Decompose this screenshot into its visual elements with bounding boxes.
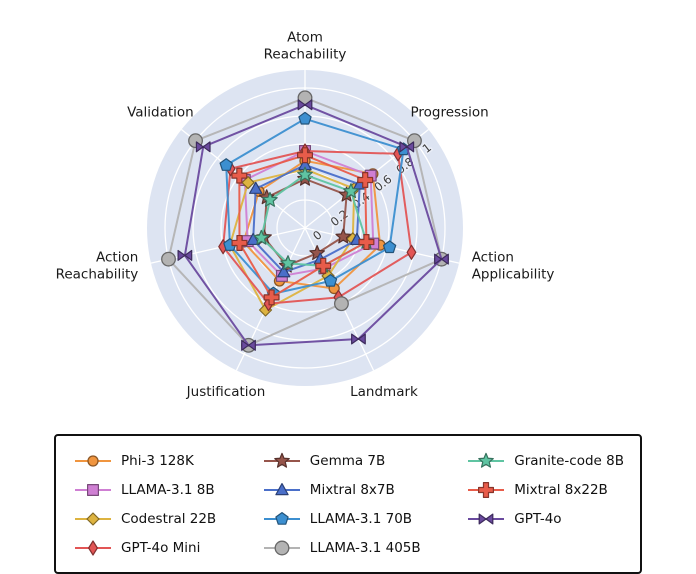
legend-label: Mixtral 8x7B — [309, 481, 395, 498]
gpt-4o-mini-marker-icon — [75, 539, 111, 556]
legend-item-gemma-7b: Gemma 7B — [261, 446, 421, 475]
gpt-4o-mini-marker-glyph-icon — [88, 539, 98, 556]
series-llama-3-1-70b — [219, 111, 411, 300]
axis-label-action-reachability: Reachability — [56, 267, 139, 283]
legend-item-granite-code-8b: Granite-code 8B — [465, 446, 624, 475]
granite-code-8b-marker-icon — [343, 183, 359, 199]
legend-label: Gemma 7B — [309, 452, 386, 469]
legend-column: Granite-code 8B Mixtral 8x22B GPT-4o — [465, 446, 624, 562]
legend-item-llama-3-1-8b: LLAMA-3.1 8B — [72, 475, 216, 504]
llama-3-1-70b-marker-icon — [263, 511, 300, 525]
gpt-4o-marker-icon — [195, 141, 211, 153]
axis-label-action-reachability: Action — [96, 250, 138, 266]
legend-item-gpt-4o-mini: GPT-4o Mini — [72, 533, 216, 562]
llama-3-1-405b-marker-icon — [333, 296, 349, 312]
granite-code-8b-marker-icon — [297, 166, 313, 182]
llama-3-1-405b-marker-icon — [161, 251, 176, 267]
gpt-4o-marker-icon — [468, 513, 505, 524]
gpt-4o-mini-marker-icon — [406, 244, 417, 260]
axis-label-atom-reachability: Reachability — [264, 47, 347, 63]
gpt-4o-marker-icon — [177, 249, 193, 261]
legend-label: Phi-3 128K — [121, 452, 194, 469]
llama-3-1-70b-marker-icon — [382, 240, 397, 254]
legend-label: GPT-4o — [514, 510, 562, 527]
granite-code-8b-marker-glyph-icon — [478, 452, 495, 468]
codestral-22b-marker-icon — [75, 511, 111, 526]
legend-item-llama-3-1-405b: LLAMA-3.1 405B — [261, 533, 421, 562]
legend-item-llama-3-1-70b: LLAMA-3.1 70B — [261, 504, 421, 533]
llama-3-1-8b-marker-glyph-icon — [87, 483, 99, 496]
radar-chart-area: 0 0.2 0.4 0.6 0.8 1 Atom Reachability Progressio… — [56, 30, 555, 401]
gemma-7b-marker-icon — [263, 452, 300, 468]
legend: Phi-3 128K LLAMA-3.1 8B Codestral 22B GPT-4… — [54, 434, 642, 574]
llama-3-1-405b-marker-glyph-icon — [274, 540, 290, 555]
radar-chart: 00.20.40.60.81AtomReachabilityProgressio… — [56, 30, 555, 401]
llama-3-1-8b-marker-icon — [75, 483, 111, 496]
series-llama-3-1-405b — [161, 90, 449, 353]
axis-label-action-applicability: Action — [472, 250, 514, 266]
legend-label: LLAMA-3.1 405B — [309, 539, 421, 556]
axis-labels: AtomReachabilityProgressionActionApplica… — [56, 30, 555, 401]
legend-column: Phi-3 128K LLAMA-3.1 8B Codestral 22B GPT-4… — [72, 446, 216, 562]
axis-label-landmark: Landmark — [350, 384, 418, 400]
mixtral-8x22b-marker-glyph-icon — [478, 481, 495, 498]
mixtral-8x7b-marker-icon — [263, 482, 300, 495]
codestral-22b-marker-glyph-icon — [86, 511, 100, 526]
legend-item-gpt-4o: GPT-4o — [465, 504, 624, 533]
legend-label: Granite-code 8B — [514, 452, 624, 469]
legend-label: GPT-4o Mini — [121, 539, 201, 556]
legend-column: Gemma 7B Mixtral 8x7B LLAMA-3.1 70B LLAMA-3… — [261, 446, 421, 562]
mixtral-8x22b-marker-icon — [468, 481, 505, 498]
gemma-7b-marker-glyph-icon — [273, 452, 290, 468]
legend-label: Mixtral 8x22B — [514, 481, 608, 498]
legend-item-mixtral-8x22b: Mixtral 8x22B — [465, 475, 624, 504]
legend-item-phi-3-128k: Phi-3 128K — [72, 446, 216, 475]
phi-3-128k-marker-glyph-icon — [87, 454, 99, 467]
granite-code-8b-marker-icon — [468, 452, 505, 468]
axis-label-justification: Justification — [186, 384, 266, 400]
mixtral-8x22b-marker-icon — [357, 171, 374, 188]
llama-3-1-405b-marker-icon — [263, 540, 300, 555]
gemma-7b-marker-icon — [335, 228, 352, 244]
gpt-4o-marker-glyph-icon — [478, 513, 494, 524]
legend-item-mixtral-8x7b: Mixtral 8x7B — [261, 475, 421, 504]
mixtral-8x22b-marker-icon — [231, 167, 248, 184]
phi-3-128k-marker-icon — [75, 454, 111, 467]
series-gpt-4o — [177, 99, 449, 351]
gpt-4o-marker-icon — [351, 333, 366, 345]
gpt-4o-marker-icon — [241, 339, 256, 351]
axis-label-validation: Validation — [127, 105, 194, 121]
llama-3-1-70b-marker-icon — [219, 158, 233, 171]
mixtral-8x22b-marker-icon — [358, 234, 375, 251]
mixtral-8x22b-marker-icon — [315, 257, 332, 274]
mixtral-8x7b-marker-icon — [246, 232, 260, 246]
axis-label-atom-reachability: Atom — [287, 30, 323, 46]
legend-label: LLAMA-3.1 70B — [309, 510, 413, 527]
llama-3-1-70b-marker-icon — [323, 273, 338, 287]
mixtral-8x22b-marker-icon — [297, 147, 313, 164]
codestral-22b-marker-icon — [241, 176, 255, 190]
granite-code-8b-marker-icon — [253, 229, 270, 245]
mixtral-8x22b-marker-icon — [263, 289, 280, 306]
gpt-4o-marker-icon — [399, 141, 415, 153]
gpt-4o-marker-icon — [297, 99, 313, 111]
mixtral-8x7b-marker-icon — [249, 181, 263, 194]
axis-label-action-applicability: Applicability — [472, 267, 555, 283]
series-mixtral-8x22b — [231, 147, 375, 306]
llama-3-1-70b-marker-glyph-icon — [275, 511, 289, 525]
granite-code-8b-marker-icon — [262, 191, 278, 207]
legend-item-codestral-22b: Codestral 22B — [72, 504, 216, 533]
legend-label: LLAMA-3.1 8B — [121, 481, 215, 498]
legend-label: Codestral 22B — [121, 510, 217, 527]
granite-code-8b-marker-icon — [280, 255, 296, 271]
gpt-4o-marker-icon — [434, 253, 449, 265]
mixtral-8x7b-marker-icon — [277, 265, 291, 278]
axis-label-progression: Progression — [411, 105, 489, 121]
mixtral-8x22b-marker-icon — [231, 234, 248, 251]
mixtral-8x7b-marker-glyph-icon — [275, 482, 289, 495]
llama-3-1-70b-marker-icon — [298, 111, 312, 125]
